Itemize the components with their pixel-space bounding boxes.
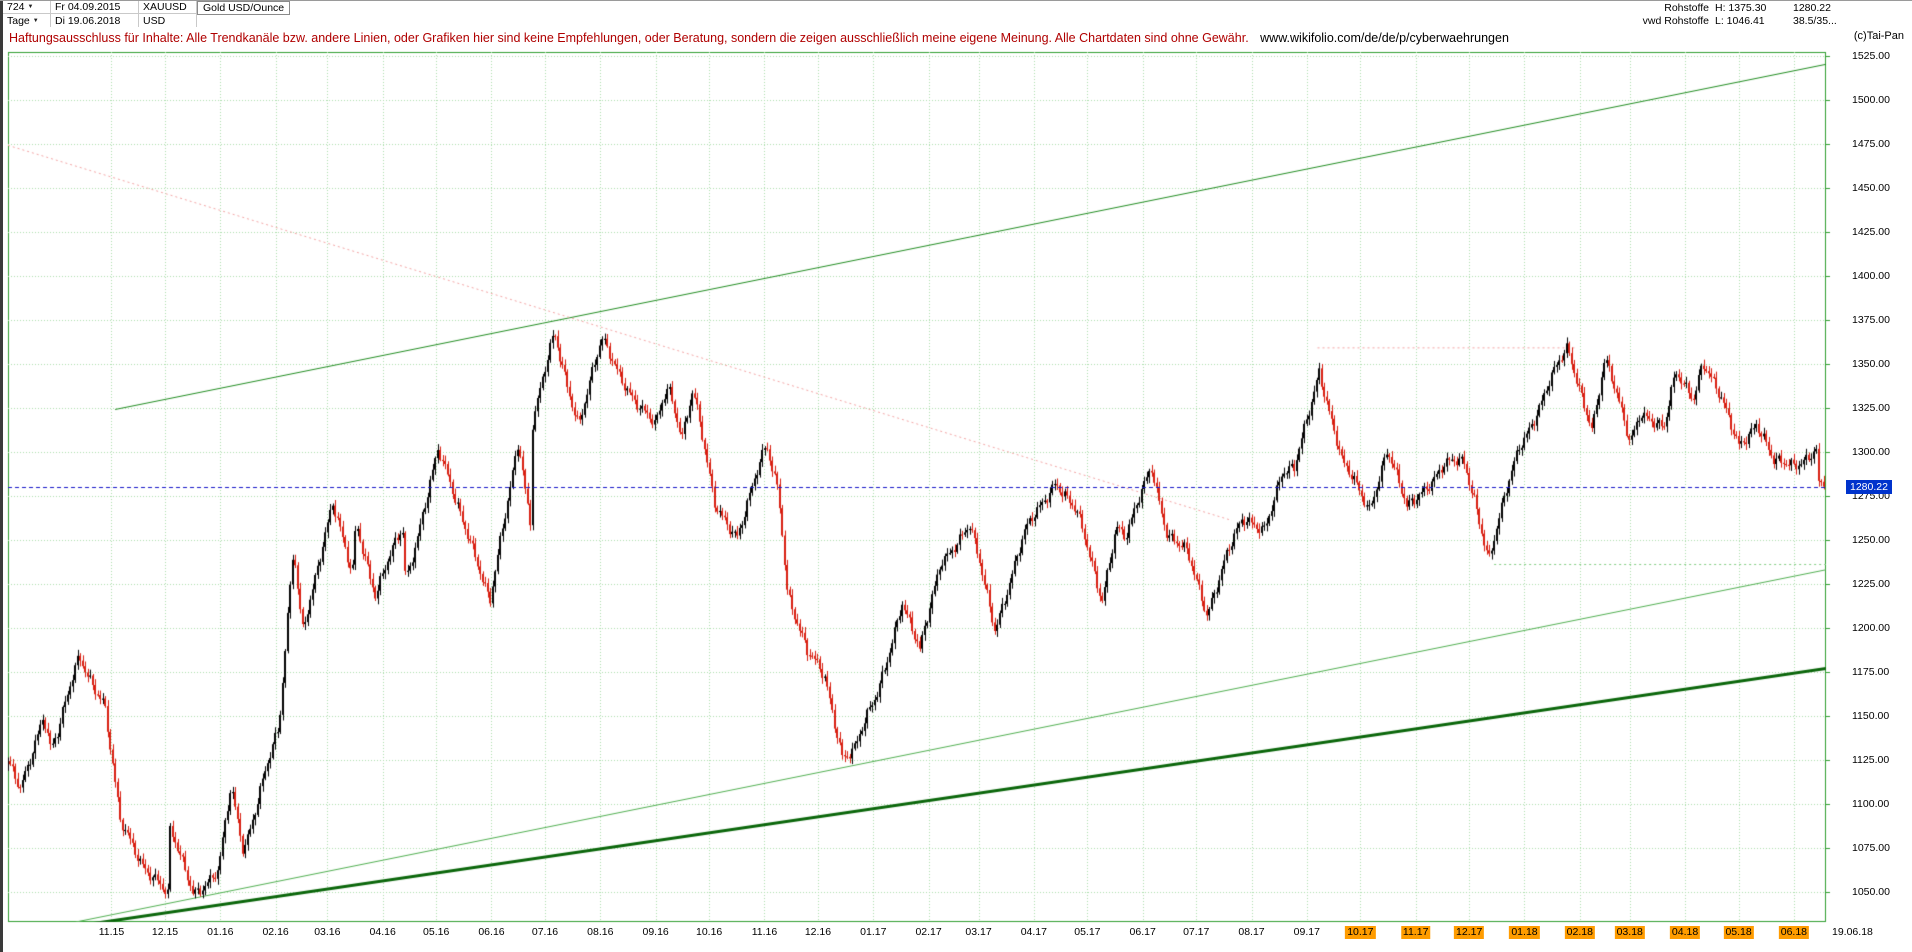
- start-date-field[interactable]: Fr 04.09.2015: [51, 1, 139, 14]
- symbol-code: XAUUSD: [139, 1, 197, 14]
- disclaimer: Haftungsausschluss für Inhalte: Alle Tre…: [9, 31, 1509, 45]
- group-label: Rohstoffe: [1664, 1, 1709, 14]
- symbol-text: XAUUSD: [143, 1, 187, 13]
- toolbar-grid: 724 ▼ Fr 04.09.2015 XAUUSD Tage ▼ Di 19.…: [3, 1, 197, 27]
- disclaimer-text: Haftungsausschluss für Inhalte: Alle Tre…: [9, 31, 1249, 45]
- end-date-field[interactable]: Di 19.06.2018: [51, 14, 139, 27]
- period-low-label: L: 1046.41: [1715, 14, 1765, 27]
- instrument-name: Gold USD/Ounce: [203, 2, 285, 14]
- period-count-value: 724: [7, 1, 25, 13]
- timeframe-dropdown[interactable]: Tage ▼: [3, 14, 51, 27]
- window-left-edge: [0, 0, 3, 952]
- copyright-label: (c)Tai-Pan: [1853, 30, 1904, 42]
- period-high-label: H: 1375.30: [1715, 1, 1767, 14]
- last-price-badge: 1280.22: [1846, 479, 1892, 494]
- window-top-edge: [0, 0, 1912, 1]
- disclaimer-url: www.wikifolio.com/de/de/p/cyberwaehrunge…: [1260, 31, 1509, 45]
- instrument-name-box[interactable]: Gold USD/Ounce: [197, 1, 291, 15]
- start-date-value: Fr 04.09.2015: [55, 1, 121, 13]
- secondary-value: 38.5/35...: [1793, 14, 1837, 27]
- toolbar: 724 ▼ Fr 04.09.2015 XAUUSD Tage ▼ Di 19.…: [3, 1, 1912, 28]
- toolbar-left: 724 ▼ Fr 04.09.2015 XAUUSD Tage ▼ Di 19.…: [3, 1, 291, 28]
- last-price-value: 1280.22: [1793, 1, 1831, 14]
- chevron-down-icon: ▼: [27, 4, 34, 10]
- period-count-dropdown[interactable]: 724 ▼: [3, 1, 51, 14]
- toolbar-quote-panel: Rohstoffe H: 1375.30 1280.22 vwd Rohstof…: [1616, 1, 1866, 28]
- currency-label: USD: [139, 14, 197, 27]
- end-date-value: Di 19.06.2018: [55, 14, 121, 27]
- chevron-down-icon: ▼: [32, 17, 39, 24]
- timeframe-value: Tage: [7, 14, 30, 27]
- currency-text: USD: [143, 14, 166, 27]
- feed-label: vwd Rohstoffe: [1642, 14, 1709, 27]
